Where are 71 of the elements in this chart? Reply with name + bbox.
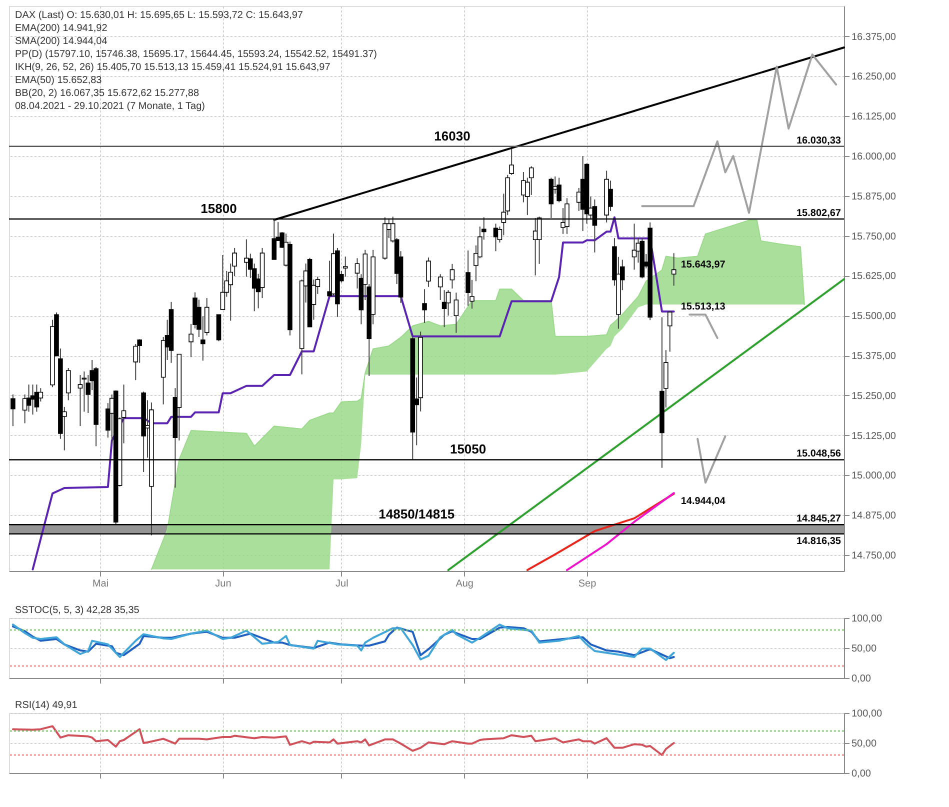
candlestick (220, 254, 226, 310)
annotation: 16030 (434, 128, 470, 144)
x-tick-label: Sep (578, 578, 597, 590)
candlestick (78, 374, 83, 427)
y-tick-label: 15.000,00 (852, 470, 896, 482)
candlestick (671, 252, 676, 286)
y-tick-label: 50,00 (852, 644, 877, 654)
annotation: 15.643,97 (680, 260, 726, 271)
candlestick (10, 394, 16, 427)
line-series (32, 216, 675, 570)
y-tick-label: 14.875,00 (852, 510, 896, 522)
candlestick (509, 148, 514, 176)
y-tick-label: 14.750,00 (852, 550, 896, 562)
candlestick (667, 310, 672, 352)
y-tick-label: 16.375,00 (852, 32, 896, 43)
y-tick-label: 50,00 (852, 738, 877, 750)
y-tick-label: 15.625,00 (852, 271, 896, 282)
annotation: 15800 (200, 201, 237, 216)
annotation: 14.944,04 (680, 496, 726, 508)
candlestick (608, 180, 613, 212)
line-series (526, 492, 675, 572)
y-tick-label: 0,00 (852, 768, 872, 780)
x-tick-label: Jun (215, 578, 232, 590)
y-tick-label: 15.375,00 (852, 351, 896, 362)
candlestick (466, 250, 470, 306)
ref-line-label: 14.845,27 (796, 514, 842, 525)
annotation: 14850/14815 (378, 506, 455, 522)
y-tick-label: 15.750,00 (852, 231, 896, 242)
annotation: DAX (Last) O: 15.630,01 H: 15.695,65 L: 15.593,72 C: 15.643,97 (15, 10, 304, 21)
annotation: 15.513,13 (680, 301, 726, 312)
text: RSI(14) 49,91 (15, 700, 78, 711)
y-tick-label: 15.125,00 (852, 430, 896, 442)
candlestick (450, 263, 455, 289)
ref-line-label: 15.802,67 (796, 208, 842, 220)
annotation: 08.04.2021 - 29.10.2021 (7 Monate, 1 Tag) (15, 101, 205, 112)
line-series (566, 492, 675, 572)
annotation: 15050 (450, 442, 486, 457)
candlestick (442, 290, 447, 328)
ref-line-label: 14.816,35 (796, 536, 842, 547)
candlestick (34, 384, 40, 412)
y-tick-label: 15.875,00 (852, 191, 896, 202)
y-tick-label: 16.125,00 (852, 112, 896, 123)
candlestick (342, 256, 348, 278)
annotation: PP(D) (15797.10, 15746.38, 15695.17, 15644.45, 15593.24, 15542.52, 15491.37) (15, 49, 377, 60)
y-tick-label: 16.000,00 (852, 152, 896, 163)
x-tick-label: Jul (336, 578, 348, 590)
candlestick (454, 292, 459, 334)
y-tick-label: 100,00 (852, 614, 883, 624)
annotation: IKH(9, 26, 52, 26) 15.405,70 15.513,13 15.459,41 15.524,91 15.643,97 (15, 62, 331, 73)
y-tick-label: 15.500,00 (852, 311, 896, 322)
annotation: EMA(200) 14.941,92 (15, 23, 108, 34)
annotation: BB(20, 2) 16.067,35 15.672,62 15.277,88 (15, 88, 200, 99)
candlestick (66, 367, 71, 401)
candlestick (422, 288, 427, 324)
text: SSTOC(5, 5, 3) 42,28 35,35 (15, 605, 140, 616)
y-tick-label: 15.250,00 (852, 390, 896, 402)
candlestick (426, 257, 431, 288)
x-tick-label: Mai (92, 578, 109, 590)
annotation: SMA(200) 14.944,04 (15, 36, 108, 47)
candlestick (556, 177, 562, 203)
annotation: EMA(50) 15.652,83 (15, 75, 102, 86)
y-tick-label: 100,00 (852, 708, 883, 720)
ref-line-label: 15.048,56 (796, 448, 842, 460)
candlestick (133, 344, 138, 381)
line-series (12, 725, 675, 756)
x-tick-label: Aug (456, 578, 474, 590)
y-tick-label: 16.250,00 (852, 72, 896, 83)
ref-line-label: 16.030,33 (796, 135, 842, 146)
y-tick-label: 0,00 (852, 674, 872, 684)
candlestick (632, 223, 637, 270)
candlestick (438, 274, 443, 300)
